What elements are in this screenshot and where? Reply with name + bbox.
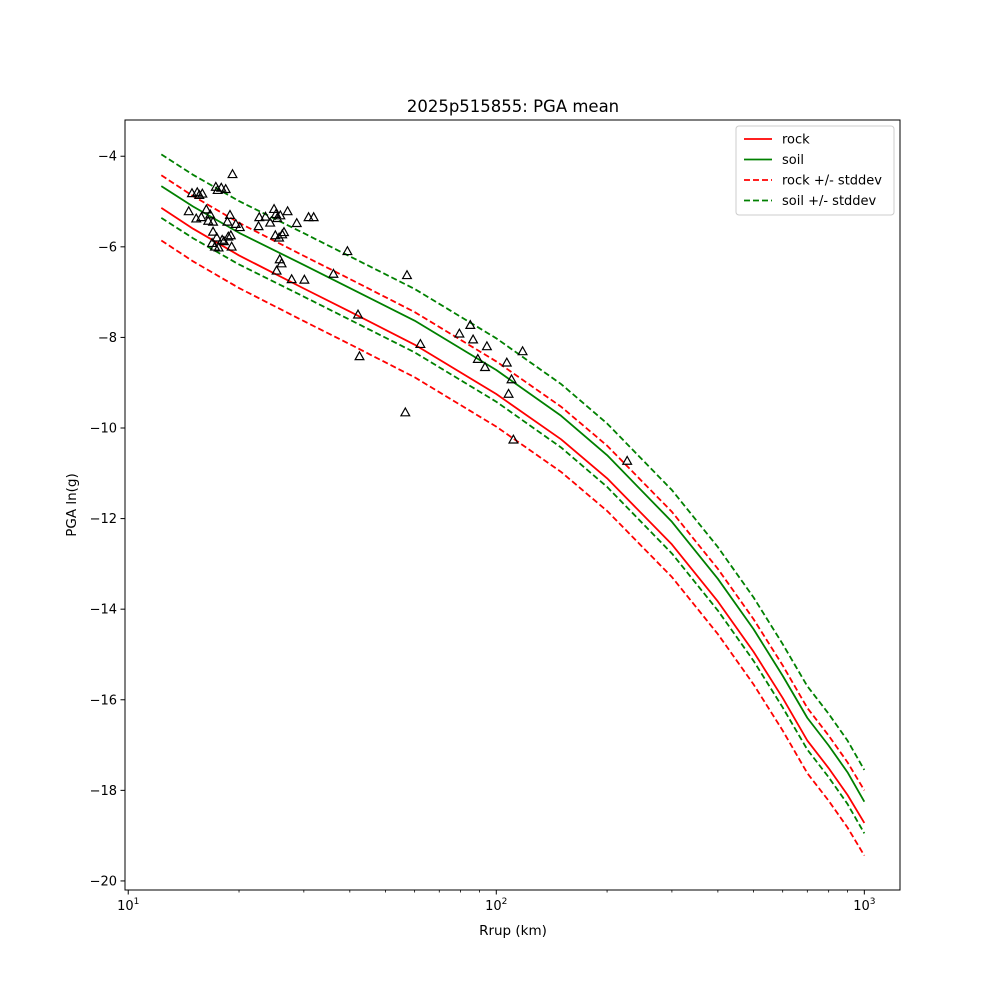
- series-line-rock-stddev-2: [160, 174, 866, 791]
- observation-point: [211, 231, 223, 242]
- observation-point: [212, 184, 224, 195]
- observation-point: [222, 216, 233, 226]
- observation-point: [196, 188, 208, 198]
- y-tick-label: −16: [90, 693, 117, 708]
- observation-point: [401, 269, 413, 280]
- observation-point: [215, 182, 227, 192]
- observation-point: [204, 208, 216, 219]
- series-line-soil-stddev-4: [160, 153, 866, 771]
- observation-point: [352, 308, 364, 319]
- observation-point: [234, 221, 246, 232]
- observation-point: [464, 319, 476, 329]
- observation-point: [218, 235, 230, 246]
- observation-point: [253, 220, 264, 231]
- legend-label: rock: [782, 133, 810, 148]
- observation-point: [286, 273, 298, 284]
- plot-area: [160, 153, 866, 857]
- observation-point: [414, 338, 426, 349]
- observation-point: [621, 455, 633, 465]
- observation-point: [270, 208, 282, 219]
- observation-point: [200, 203, 212, 214]
- observation-point: [227, 168, 238, 179]
- observation-point: [220, 183, 232, 194]
- observation-point: [264, 216, 276, 227]
- observation-point: [222, 231, 234, 241]
- observation-point: [282, 205, 293, 216]
- legend: rock soil rock +/- stddev soil +/- stddev: [735, 125, 895, 216]
- y-tick-label: −8: [98, 331, 117, 346]
- chart-title: 2025p515855: PGA mean: [407, 97, 619, 116]
- observation-point: [273, 231, 285, 242]
- observation-point: [271, 265, 282, 275]
- observation-point: [399, 406, 411, 417]
- y-tick-label: −12: [90, 512, 117, 527]
- observation-point: [479, 361, 491, 372]
- observation-point: [328, 268, 339, 278]
- observation-point: [183, 205, 195, 216]
- observation-point: [503, 388, 514, 398]
- observation-point: [298, 274, 310, 284]
- y-tick-label: −6: [98, 240, 117, 255]
- observation-point: [253, 211, 265, 222]
- observation-point: [202, 215, 214, 225]
- observation-point: [260, 211, 271, 221]
- legend-label: rock +/- stddev: [782, 174, 882, 189]
- observation-point: [506, 373, 517, 384]
- observation-point: [276, 228, 288, 239]
- observation-point: [226, 240, 238, 251]
- y-tick-label: −14: [90, 603, 117, 618]
- observation-point: [213, 241, 224, 252]
- observation-point: [303, 211, 314, 222]
- observation-point: [207, 226, 219, 236]
- series-line-rock-0: [160, 207, 866, 824]
- legend-label: soil: [782, 153, 804, 168]
- legend-box: [735, 125, 895, 216]
- observation-point: [195, 211, 207, 222]
- observation-point: [225, 229, 237, 240]
- plot-frame: [124, 119, 901, 891]
- observation-point: [230, 218, 242, 228]
- y-tick-label: −18: [90, 784, 117, 799]
- observation-point: [308, 211, 320, 222]
- observation-point: [224, 209, 236, 219]
- observation-point: [354, 350, 365, 361]
- observation-point: [276, 257, 287, 268]
- x-tick-label: 101: [117, 897, 139, 914]
- y-axis-label: PGA ln(g): [64, 473, 80, 537]
- observation-point: [193, 189, 205, 200]
- y-tick-label: −10: [90, 422, 117, 437]
- observation-point: [291, 217, 303, 228]
- observation-point: [481, 340, 493, 351]
- observation-point: [501, 356, 513, 367]
- observation-point: [467, 333, 479, 344]
- series-line-soil-stddev-5: [160, 217, 866, 834]
- observation-point: [342, 245, 353, 256]
- observation-point: [517, 345, 528, 356]
- observation-point: [472, 353, 484, 363]
- observation-point: [454, 327, 465, 338]
- x-tick-label: 103: [853, 897, 875, 914]
- series-line-soil-1: [160, 185, 866, 803]
- axes: 101 102 103 −4 −6 −8 −10 −12 −14 −16 −18 −20: [90, 150, 876, 914]
- y-tick-label: −4: [98, 150, 117, 165]
- series-line-rock-stddev-3: [160, 239, 866, 857]
- x-axis-label: Rrup (km): [479, 923, 547, 939]
- observation-point: [507, 433, 519, 444]
- y-tick-label: −20: [90, 874, 117, 889]
- legend-label: soil +/- stddev: [782, 194, 877, 209]
- x-tick-label: 102: [485, 897, 507, 914]
